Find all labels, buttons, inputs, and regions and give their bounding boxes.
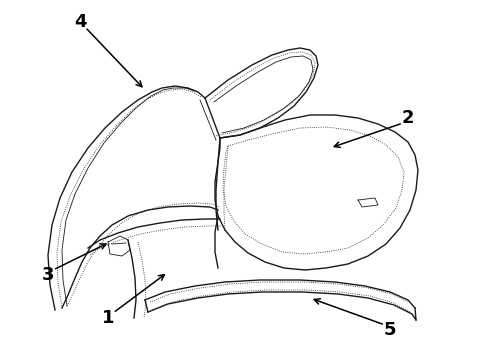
Text: 4: 4 bbox=[74, 13, 86, 31]
Text: 1: 1 bbox=[102, 309, 114, 327]
Text: 2: 2 bbox=[402, 109, 414, 127]
Text: 5: 5 bbox=[384, 321, 396, 339]
Text: 3: 3 bbox=[42, 266, 54, 284]
